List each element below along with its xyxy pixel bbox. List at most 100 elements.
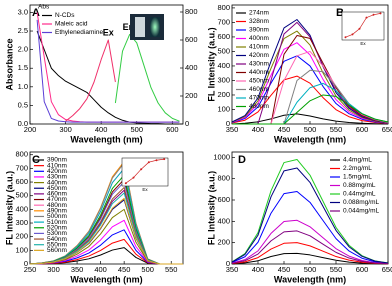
y-tick-label: 2.5	[18, 26, 28, 35]
series-line	[231, 19, 389, 124]
y-tick-label: 400	[217, 61, 230, 70]
legend-label: 490nm	[47, 208, 67, 215]
y-tick-label: 0.0	[18, 119, 28, 128]
legend-label: 420nm	[47, 168, 67, 175]
legend-label: 0.88mg/mL	[343, 182, 376, 189]
legend-label: 450nm	[249, 78, 269, 85]
legend-label: 560nm	[47, 247, 67, 254]
legend-label: 430nm	[47, 174, 67, 181]
x-tick-label: 400	[252, 125, 265, 134]
inset-point	[365, 16, 368, 19]
inset-frame	[121, 157, 169, 187]
legend-label: 550nm	[47, 241, 67, 248]
series-line	[36, 19, 180, 123]
legend-label: 274nm	[249, 10, 269, 17]
x-tick-label: 450	[278, 125, 291, 134]
legend-label: 400nm	[249, 35, 269, 42]
y-tick-label: 100	[15, 245, 28, 254]
legend-label: 0.088mg/mL	[343, 199, 380, 206]
x-tick-label: 500	[304, 265, 317, 274]
x-tick-label: 350	[71, 265, 84, 274]
inset-point	[140, 168, 143, 171]
legend-label: Ethylenediamine	[55, 29, 103, 36]
x-axis-label: Wavelength (nm)	[70, 134, 142, 144]
y-tick-label: 500	[15, 191, 28, 200]
legend-label: 480nm	[249, 103, 269, 110]
x-tick-label: 200	[24, 125, 37, 134]
curve-label: Em	[123, 22, 137, 32]
y2-tick-label: 600	[185, 35, 198, 44]
y-axis-label: FL Intensity (a.u.)	[206, 171, 216, 245]
inset-frame	[341, 11, 385, 41]
x-tick-label: 250	[24, 265, 37, 274]
series-line	[231, 75, 389, 125]
y-tick-label: 300	[15, 218, 28, 227]
inset-line	[125, 158, 165, 184]
y-tick-label: 0.5	[18, 100, 28, 109]
legend-label: 520nm	[47, 224, 67, 231]
legend-label: 480nm	[47, 202, 67, 209]
series-line	[231, 167, 389, 264]
legend-label: 390nm	[249, 27, 269, 34]
y2-tick-label: 0	[185, 119, 189, 128]
inset-line	[345, 13, 381, 38]
panel-label: A	[32, 7, 40, 19]
x-tick-label: 600	[356, 125, 369, 134]
series-line	[231, 230, 389, 265]
y-tick-label: 500	[217, 46, 230, 55]
inset-point	[163, 158, 166, 161]
y-tick-label: 0	[226, 119, 230, 128]
y-tick-label: 0	[24, 259, 28, 268]
y-tick-label: 100	[217, 104, 230, 113]
y-tick-label: 400	[15, 204, 28, 213]
panel: 250 300 350 400 450 500 550 0 100 200 300 400 500 600…	[4, 150, 184, 284]
vial-plain	[135, 17, 145, 37]
legend-title: Abs	[38, 4, 50, 11]
inset-point	[155, 159, 158, 162]
series-line	[36, 30, 180, 125]
curve-label: Ex	[103, 27, 114, 37]
y2-tick-label: 400	[185, 63, 198, 72]
y2-tick-label: 200	[185, 91, 198, 100]
x-axis-label: Wavelength (nm)	[70, 274, 142, 284]
inset-point	[358, 27, 361, 30]
plot-frame	[29, 4, 184, 125]
inset-point	[372, 13, 375, 16]
legend-label: 460nm	[47, 191, 67, 198]
x-tick-label: 400	[252, 265, 265, 274]
y2-tick-label: 800	[185, 7, 198, 16]
inset-point	[124, 182, 127, 185]
y-tick-label: 300	[217, 75, 230, 84]
y-tick-label: 1.5	[18, 63, 28, 72]
inset-point	[147, 161, 150, 164]
y-axis-label: FL Intensity (a.u.)	[206, 27, 216, 101]
y-tick-label: 200	[15, 232, 28, 241]
legend-label: 540nm	[47, 236, 67, 243]
x-tick-label: 500	[141, 265, 154, 274]
legend-label: 500nm	[47, 213, 67, 220]
inset-point	[379, 12, 382, 15]
legend-label: 410nm	[249, 44, 269, 51]
y-tick-label: 800	[15, 150, 28, 159]
series-line	[231, 55, 389, 124]
legend-label: 4.4mg/mL	[343, 157, 372, 164]
y-tick-label: 600	[217, 195, 230, 204]
y-tick-label: 200	[217, 238, 230, 247]
y-tick-label: 600	[15, 177, 28, 186]
legend-label: 530nm	[47, 230, 67, 237]
legend-label: 450nm	[47, 185, 67, 192]
y-tick-label: 0	[226, 259, 230, 268]
legend-label: 328nm	[249, 18, 269, 25]
legend-label: Maleic acid	[55, 21, 88, 28]
y-tick-label: 3.0	[18, 7, 28, 16]
x-tick-label: 400	[94, 265, 107, 274]
inset-point	[132, 176, 135, 179]
x-tick-label: 550	[330, 125, 343, 134]
series-line	[231, 252, 389, 265]
y-tick-label: 1000	[213, 152, 230, 161]
y-axis-label: Absorbance	[4, 38, 14, 90]
x-axis-label: Wavelength (nm)	[274, 134, 346, 144]
y-tick-label: 600	[217, 32, 230, 41]
panel: 350 400 450 500 550 600 650 0 100 200 300 400 500 600…	[206, 3, 392, 144]
